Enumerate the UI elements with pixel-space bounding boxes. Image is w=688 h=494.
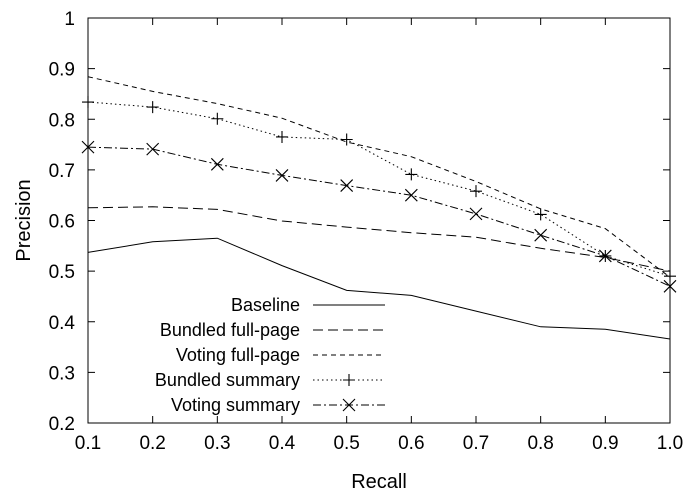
x-marker [342, 398, 356, 412]
legend-entry: Voting summary [171, 395, 385, 415]
y-tick-label: 0.3 [49, 363, 75, 384]
x-axis-label: Recall [351, 471, 407, 493]
series-bundled-full-page [87, 206, 671, 272]
axis-ticks: 0.1 0.2 0.3 0.4 0.5 0.6 0.7 0.8 0.9 1.00.20.30.40… [49, 9, 684, 454]
y-tick-label: 0.9 [49, 60, 75, 81]
x-tick-label: 0.4 [269, 433, 296, 454]
x-tick-label: 0.5 [333, 433, 359, 454]
y-tick-label: 0.4 [49, 313, 76, 334]
series-voting-full-page [87, 76, 671, 278]
x-marker [340, 179, 354, 192]
plus-marker [276, 130, 288, 143]
x-marker [146, 142, 160, 156]
legend-entry: Bundled full-page [160, 320, 385, 340]
x-marker [469, 207, 483, 221]
plus-marker [405, 168, 418, 181]
x-tick-label: 0.2 [139, 433, 165, 454]
x-marker [663, 279, 677, 293]
series-line [87, 237, 671, 340]
x-tick-label: 0.9 [592, 433, 618, 454]
series-baseline [87, 237, 671, 340]
series-layer [81, 76, 677, 340]
plus-marker [146, 101, 159, 114]
y-tick-label: 0.8 [49, 110, 75, 131]
legend-label: Voting summary [171, 395, 300, 415]
y-tick-label: 0.6 [49, 212, 75, 233]
x-tick-label: 0.8 [527, 433, 553, 454]
x-tick-label: 0.1 [75, 433, 101, 454]
y-tick-label: 0.2 [49, 414, 75, 435]
legend-label: Bundled full-page [160, 320, 300, 340]
x-marker [81, 140, 95, 154]
series-voting-summary [81, 140, 677, 293]
legend-label: Bundled summary [155, 370, 300, 390]
y-tick-label: 0.5 [49, 262, 75, 283]
legend-label: Voting full-page [176, 345, 300, 365]
x-tick-label: 0.3 [204, 433, 230, 454]
series-line [87, 206, 671, 272]
legend-entry: Voting full-page [176, 345, 385, 365]
plus-marker [340, 133, 353, 146]
plus-marker [82, 96, 94, 109]
plus-marker [470, 185, 482, 198]
plus-marker [211, 112, 224, 125]
x-marker [598, 249, 612, 263]
legend-entry: Baseline [231, 295, 385, 315]
plus-marker [534, 208, 547, 221]
y-tick-label: 1 [64, 9, 75, 30]
legend: Baseline Bundled full-page Voting full-pag… [155, 295, 385, 415]
y-tick-label: 0.7 [49, 161, 75, 182]
series-line [87, 76, 671, 278]
x-marker [275, 169, 289, 182]
x-tick-label: 0.6 [398, 433, 424, 454]
legend-entry: Bundled summary [155, 370, 385, 390]
series-line [87, 146, 671, 287]
y-axis-label: Precision [13, 179, 35, 261]
plus-marker [664, 270, 676, 283]
plus-marker [343, 374, 355, 386]
legend-label: Baseline [231, 295, 300, 315]
x-tick-label: 0.7 [463, 433, 489, 454]
x-marker [534, 228, 548, 242]
x-tick-label: 1.0 [657, 433, 683, 454]
series-bundled-summary [82, 96, 676, 283]
series-line [87, 101, 671, 277]
x-marker [210, 157, 224, 171]
x-marker [404, 188, 418, 202]
